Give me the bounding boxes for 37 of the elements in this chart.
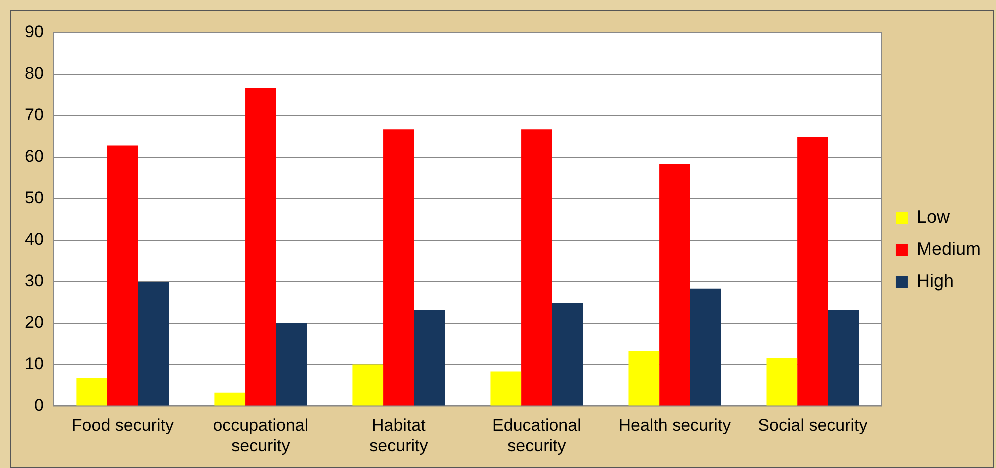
y-tick-label: 0 <box>34 396 44 415</box>
legend-label: High <box>916 270 954 291</box>
bar <box>490 372 522 406</box>
legend-label: Medium <box>916 238 982 259</box>
bar <box>108 146 138 406</box>
bar <box>766 358 798 406</box>
x-tick-label: Habitat security <box>370 416 429 456</box>
bar <box>552 303 584 406</box>
bar <box>828 310 860 406</box>
x-tick-label: Educational security <box>492 416 582 456</box>
bar <box>76 378 108 406</box>
bar <box>352 364 384 406</box>
y-tick-label: 80 <box>24 64 44 84</box>
x-tick-label: Social security <box>758 416 868 436</box>
bar <box>138 282 170 406</box>
y-tick-label: 30 <box>24 271 44 290</box>
x-tick-label: Health security <box>618 416 732 436</box>
x-tick-label: occupational security <box>213 416 309 456</box>
y-tick-label: 10 <box>24 354 44 374</box>
bar <box>660 164 690 406</box>
y-tick-label: 90 <box>24 22 44 42</box>
bar <box>414 310 446 406</box>
y-tick-label: 40 <box>24 230 44 250</box>
bar <box>384 130 414 406</box>
y-tick-label: 70 <box>24 106 44 125</box>
y-tick-label: 20 <box>24 312 44 332</box>
bar <box>214 392 246 406</box>
x-tick-label: Food security <box>72 416 174 436</box>
bar <box>522 130 552 406</box>
bar <box>276 323 308 406</box>
bar <box>798 137 828 406</box>
y-tick-label: 60 <box>24 147 44 166</box>
bar <box>690 288 722 406</box>
legend-label: Low <box>916 206 951 227</box>
bar <box>246 88 276 406</box>
bar <box>628 351 660 406</box>
y-tick-label: 50 <box>24 188 44 208</box>
